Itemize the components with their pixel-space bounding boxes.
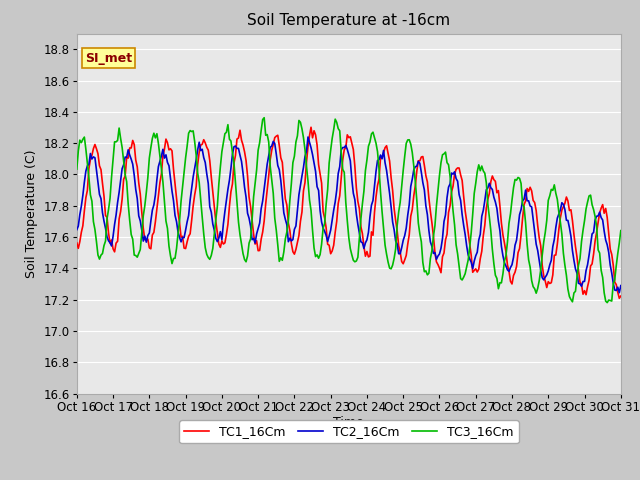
Title: Soil Temperature at -16cm: Soil Temperature at -16cm: [247, 13, 451, 28]
Text: SI_met: SI_met: [85, 51, 132, 65]
TC1_16Cm: [616, 295, 623, 301]
Line: TC1_16Cm: TC1_16Cm: [77, 127, 621, 298]
TC1_16Cm: [384, 151, 392, 156]
TC2_16Cm: [384, 179, 392, 185]
TC3_16Cm: [604, 300, 611, 305]
Y-axis label: Soil Temperature (C): Soil Temperature (C): [25, 149, 38, 278]
TC1_16Cm: [415, 158, 422, 164]
TC1_16Cm: [307, 124, 315, 130]
TC1_16Cm: [73, 240, 81, 246]
TC1_16Cm: [617, 293, 625, 299]
TC2_16Cm: [304, 134, 312, 140]
Legend: TC1_16Cm, TC2_16Cm, TC3_16Cm: TC1_16Cm, TC2_16Cm, TC3_16Cm: [179, 420, 518, 443]
TC3_16Cm: [384, 259, 392, 265]
TC2_16Cm: [403, 225, 410, 231]
TC3_16Cm: [73, 166, 81, 172]
TC1_16Cm: [552, 252, 559, 258]
TC2_16Cm: [617, 283, 625, 288]
TC3_16Cm: [552, 191, 559, 196]
TC2_16Cm: [415, 158, 422, 164]
TC3_16Cm: [403, 141, 410, 146]
TC1_16Cm: [88, 153, 96, 158]
TC2_16Cm: [73, 227, 81, 233]
TC1_16Cm: [403, 252, 410, 258]
TC3_16Cm: [260, 115, 268, 120]
TC2_16Cm: [552, 225, 559, 230]
TC3_16Cm: [88, 198, 96, 204]
TC2_16Cm: [88, 156, 96, 162]
X-axis label: Time: Time: [333, 416, 364, 429]
TC3_16Cm: [174, 231, 182, 237]
TC3_16Cm: [415, 220, 422, 226]
Line: TC3_16Cm: TC3_16Cm: [77, 118, 621, 302]
TC3_16Cm: [617, 228, 625, 233]
TC2_16Cm: [616, 290, 623, 296]
TC2_16Cm: [174, 229, 182, 235]
Line: TC2_16Cm: TC2_16Cm: [77, 137, 621, 293]
TC1_16Cm: [174, 210, 182, 216]
